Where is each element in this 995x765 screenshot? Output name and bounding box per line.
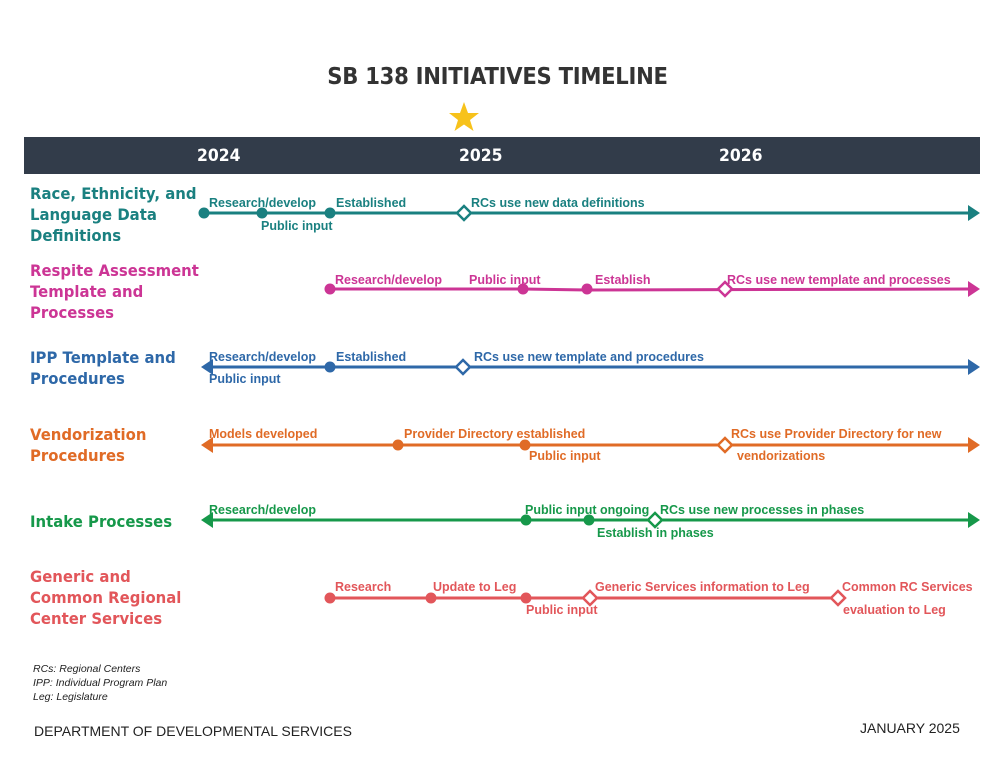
- milestone-diamond: [581, 589, 599, 607]
- arrowhead-right-icon: [968, 512, 980, 528]
- footer-date: JANUARY 2025: [860, 720, 960, 736]
- milestone-diamond: [454, 358, 472, 376]
- row-label-ipp: IPP Template and Procedures: [30, 347, 176, 389]
- page-title: SB 138 INITIATIVES TIMELINE: [327, 64, 668, 90]
- milestone-label: RCs use new data definitions: [471, 196, 645, 210]
- milestone-dot: [425, 592, 437, 604]
- arrowhead-right-icon: [968, 205, 980, 221]
- milestone-dot: [324, 207, 336, 219]
- year-label-2024: 2024: [197, 146, 241, 166]
- milestone-diamond: [716, 280, 734, 298]
- abbreviation-item: IPP: Individual Program Plan: [33, 677, 168, 689]
- arrowhead-right-icon: [968, 359, 980, 375]
- milestone-diamond: [455, 204, 473, 222]
- row-label-line: IPP Template and: [30, 348, 176, 367]
- milestone-label: Provider Directory established: [404, 427, 585, 441]
- arrowhead-left-icon: [201, 512, 213, 528]
- milestone-label: Models developed: [209, 427, 317, 441]
- abbreviation-item: Leg: Legislature: [33, 691, 108, 703]
- milestone-label: Establish: [595, 273, 651, 287]
- milestone-dot: [583, 514, 595, 526]
- milestone-dot: [520, 514, 532, 526]
- row-label-race-ethnicity: Race, Ethnicity, and Language Data Defin…: [30, 183, 197, 246]
- row-label-line: Vendorization: [30, 425, 147, 444]
- arrowhead-right-icon: [968, 437, 980, 453]
- milestone-dot: [581, 283, 593, 295]
- milestone-label: Public input: [261, 219, 333, 233]
- row-label-line: Common Regional: [30, 588, 182, 607]
- milestone-label: RCs use new processes in phases: [660, 503, 864, 517]
- row-label-intake: Intake Processes: [30, 511, 172, 532]
- row-label-line: Procedures: [30, 446, 125, 465]
- milestone-label: Public input ongoing: [525, 503, 649, 517]
- star-icon: [449, 102, 479, 131]
- row-label-line: Race, Ethnicity, and: [30, 184, 197, 203]
- row-label-line: Definitions: [30, 226, 122, 245]
- milestone-label: Research/develop: [209, 503, 316, 517]
- abbreviations-legend: RCs: Regional Centers IPP: Individual Pr…: [33, 662, 167, 704]
- milestone-label: Established: [336, 196, 406, 210]
- row-label-vendorization: Vendorization Procedures: [30, 424, 146, 466]
- milestone-dot: [198, 207, 210, 219]
- row-label-line: Template and: [30, 282, 144, 301]
- milestone-label: Public input: [469, 273, 541, 287]
- milestone-dot: [324, 361, 336, 373]
- milestone-label: Common RC Services: [842, 580, 973, 594]
- milestone-label: Update to Leg: [433, 580, 516, 594]
- milestone-diamond: [646, 511, 664, 529]
- milestone-label: vendorizations: [737, 449, 825, 463]
- row-label-line: Processes: [30, 303, 115, 322]
- abbreviation-item: RCs: Regional Centers: [33, 663, 141, 675]
- milestone-label: Public input: [209, 372, 281, 386]
- milestone-diamond: [829, 589, 847, 607]
- milestone-label: Generic Services information to Leg: [595, 580, 810, 594]
- milestone-label: RCs use new template and processes: [727, 273, 951, 287]
- milestone-dot: [324, 283, 336, 295]
- row-label-line: Generic and: [30, 567, 131, 586]
- department-name: DEPARTMENT OF DEVELOPMENTAL SERVICES: [34, 723, 352, 739]
- milestone-label: Establish in phases: [597, 526, 714, 540]
- milestone-dot: [324, 592, 336, 604]
- milestone-label: evaluation to Leg: [843, 603, 946, 617]
- row-label-line: Respite Assessment: [30, 261, 199, 280]
- milestone-label: Research/develop: [335, 273, 442, 287]
- milestone-dot: [256, 207, 268, 219]
- milestone-dot: [392, 439, 404, 451]
- milestone-label: Public input: [526, 603, 598, 617]
- milestone-label: Public input: [529, 449, 601, 463]
- milestone-dot: [520, 592, 532, 604]
- arrowhead-left-icon: [201, 437, 213, 453]
- row-label-line: Intake Processes: [30, 512, 173, 531]
- row-label-line: Procedures: [30, 369, 125, 388]
- year-label-2025: 2025: [459, 146, 503, 166]
- milestone-label: Research/develop: [209, 196, 316, 210]
- milestone-diamond: [716, 436, 734, 454]
- row-label-line: Language Data: [30, 205, 157, 224]
- arrowhead-right-icon: [968, 281, 980, 297]
- milestone-label: RCs use new template and procedures: [474, 350, 704, 364]
- milestone-label: Research/develop: [209, 350, 316, 364]
- milestone-dot: [519, 439, 531, 451]
- timeline-line: [330, 287, 971, 292]
- row-label-respite: Respite Assessment Template and Processe…: [30, 260, 199, 323]
- milestone-label: Established: [336, 350, 406, 364]
- milestone-label: RCs use Provider Directory for new: [731, 427, 942, 441]
- row-label-generic-common: Generic and Common Regional Center Servi…: [30, 566, 181, 629]
- year-label-2026: 2026: [719, 146, 763, 166]
- milestone-label: Research: [335, 580, 391, 594]
- row-label-line: Center Services: [30, 609, 163, 628]
- year-header-bar: [24, 137, 980, 174]
- arrowhead-left-icon: [201, 359, 213, 375]
- milestone-dot: [517, 283, 529, 295]
